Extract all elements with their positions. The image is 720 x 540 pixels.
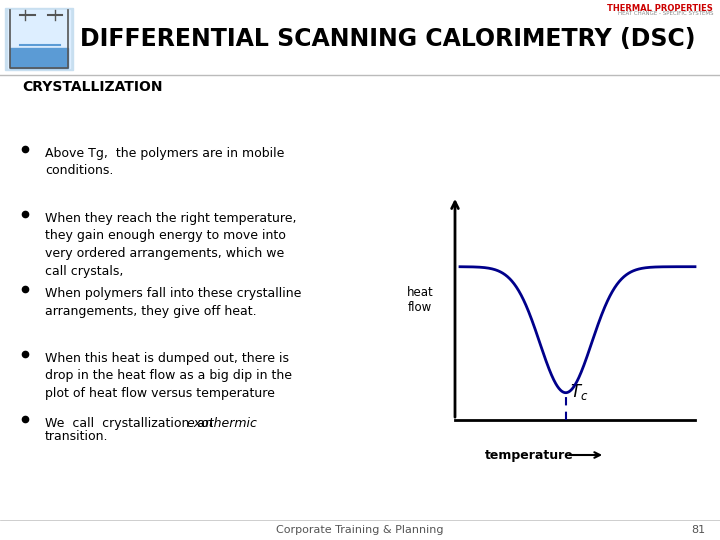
Text: temperature: temperature <box>485 449 574 462</box>
Text: When they reach the right temperature,
they gain enough energy to move into
very: When they reach the right temperature, t… <box>45 212 297 278</box>
Bar <box>8 10 70 68</box>
Text: exothermic: exothermic <box>186 417 257 430</box>
Text: $T_c$: $T_c$ <box>570 382 588 402</box>
Text: 81: 81 <box>691 525 705 535</box>
Text: Corporate Training & Planning: Corporate Training & Planning <box>276 525 444 535</box>
Text: HEAT CHANGE - SPECIFIC SYSTEMS: HEAT CHANGE - SPECIFIC SYSTEMS <box>618 11 713 16</box>
Text: transition.: transition. <box>45 430 109 443</box>
Text: heat
flow: heat flow <box>407 286 433 314</box>
Bar <box>10 48 68 68</box>
Bar <box>5 8 73 70</box>
Text: We  call  crystallization  an: We call crystallization an <box>45 417 221 430</box>
Text: DIFFERENTIAL SCANNING CALORIMETRY (DSC): DIFFERENTIAL SCANNING CALORIMETRY (DSC) <box>80 27 696 51</box>
Text: When polymers fall into these crystalline
arrangements, they give off heat.: When polymers fall into these crystallin… <box>45 287 302 318</box>
Text: Above Tg,  the polymers are in mobile
conditions.: Above Tg, the polymers are in mobile con… <box>45 147 284 178</box>
Text: THERMAL PROPERTIES: THERMAL PROPERTIES <box>607 4 713 13</box>
Text: When this heat is dumped out, there is
drop in the heat flow as a big dip in the: When this heat is dumped out, there is d… <box>45 352 292 400</box>
Text: CRYSTALLIZATION: CRYSTALLIZATION <box>22 80 163 94</box>
